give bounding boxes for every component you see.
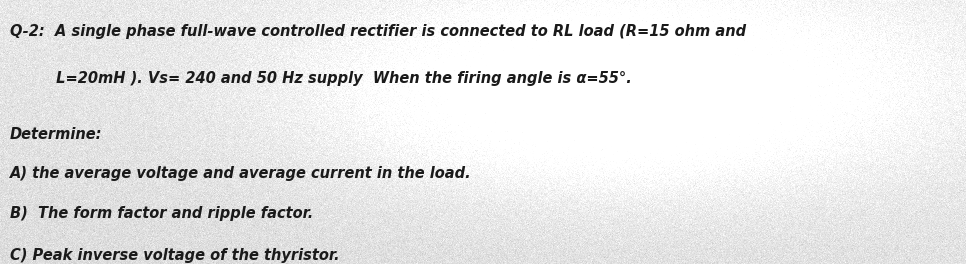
Text: B)  The form factor and ripple factor.: B) The form factor and ripple factor. <box>10 206 313 221</box>
Text: Q-2:  A single phase full-wave controlled rectifier is connected to RL load (R=1: Q-2: A single phase full-wave controlled… <box>10 24 746 39</box>
Text: C) Peak inverse voltage of the thyristor.: C) Peak inverse voltage of the thyristor… <box>10 248 339 263</box>
Text: Determine:: Determine: <box>10 127 102 142</box>
Text: A) the average voltage and average current in the load.: A) the average voltage and average curre… <box>10 166 471 181</box>
Text: L=20mH ). Vs= 240 and 50 Hz supply  When the firing angle is α=55°.: L=20mH ). Vs= 240 and 50 Hz supply When … <box>10 71 632 86</box>
